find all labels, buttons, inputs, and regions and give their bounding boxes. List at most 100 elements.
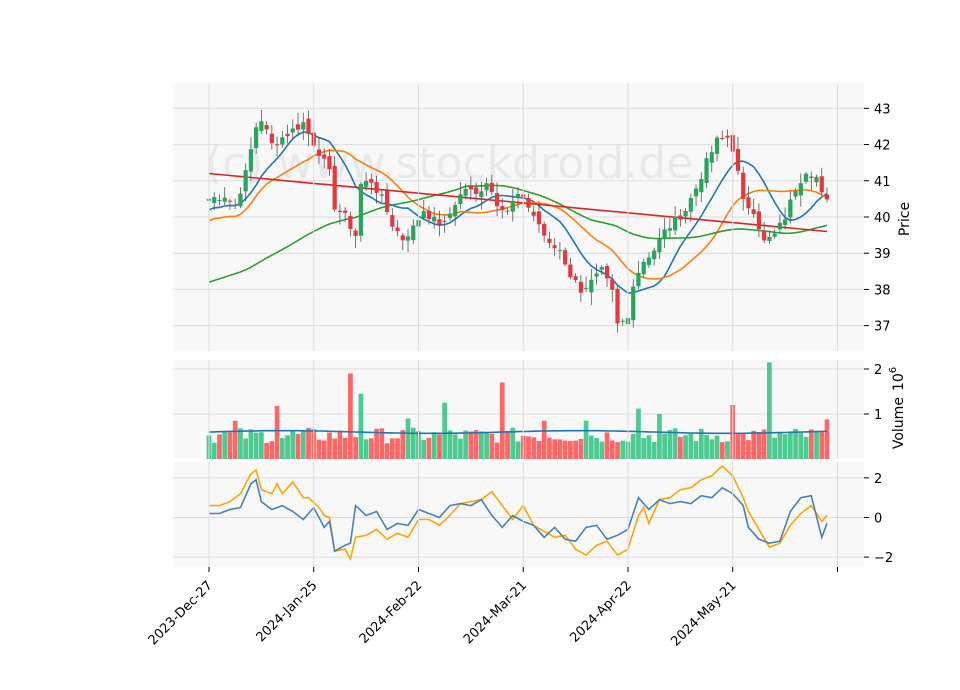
volume-bar — [714, 435, 720, 459]
price-tick-label: 37 — [874, 320, 891, 335]
oscillator-tick-label: −2 — [874, 551, 893, 566]
candle-body — [369, 178, 374, 183]
price-tick-label: 40 — [874, 211, 891, 226]
volume-bar — [437, 434, 442, 459]
volume-ma-line — [208, 429, 828, 435]
candle-body — [809, 176, 814, 178]
candle-body — [353, 230, 358, 236]
volume-bar — [421, 439, 427, 459]
volume-bar — [484, 432, 489, 459]
oscillator-line — [209, 478, 828, 553]
volume-bar — [327, 432, 332, 459]
volume-bar — [285, 435, 290, 459]
candle-body — [547, 238, 552, 243]
candle-body — [557, 250, 562, 252]
volume-bar — [756, 432, 762, 459]
candle-body — [615, 288, 620, 324]
x-tick-label: 2024-Feb-22 — [357, 578, 426, 647]
volume-bar — [384, 443, 390, 459]
volume-bar — [515, 441, 521, 459]
candle-body — [552, 245, 557, 249]
volume-bar — [316, 439, 322, 459]
candle-body — [657, 238, 662, 253]
candle-body — [704, 158, 709, 183]
candle-body — [327, 156, 332, 170]
volume-bar — [662, 433, 668, 459]
price-tick-label: 39 — [874, 247, 891, 262]
volume-bar — [782, 434, 788, 459]
volume-bar — [374, 428, 379, 459]
price-tick-label: 41 — [874, 175, 891, 190]
volume-bar — [630, 433, 636, 459]
candle-body — [364, 181, 369, 187]
candle-body — [667, 228, 672, 231]
candle-body — [343, 210, 348, 213]
volume-bar — [253, 432, 259, 459]
volume-bar — [499, 382, 505, 459]
volume-bar — [787, 431, 793, 459]
candle-body — [693, 188, 699, 197]
candle-body — [322, 154, 327, 159]
candle-body — [725, 135, 730, 138]
candle-body — [222, 197, 227, 202]
candle-body — [390, 215, 395, 227]
candle-body — [662, 229, 667, 239]
candle-body — [746, 197, 751, 209]
candle-body — [332, 165, 337, 210]
volume-bar — [264, 443, 269, 459]
volume-bar — [468, 431, 474, 459]
volume-bar — [672, 428, 678, 459]
volume-bar — [604, 432, 610, 459]
volume-bar — [458, 438, 463, 459]
candle-body — [783, 219, 788, 226]
volume-y-ticks: 12 — [864, 363, 882, 423]
volume-bar — [609, 440, 615, 459]
watermark: (c) www.stockdroid.de — [205, 138, 693, 189]
volume-bar — [552, 439, 558, 459]
volume-bar — [824, 419, 830, 459]
candle-body — [500, 205, 505, 211]
volume-bar — [751, 430, 757, 459]
volume-bar — [400, 430, 406, 459]
candle-body — [751, 209, 756, 215]
candle-body — [631, 286, 636, 321]
oscillator-panel-background — [173, 462, 864, 567]
volume-bar — [342, 437, 348, 459]
candle-body — [526, 197, 531, 208]
candle-body — [772, 233, 777, 237]
x-tick-label: 2024-Apr-22 — [567, 578, 634, 645]
candle-body — [264, 125, 269, 130]
candle-body — [269, 133, 274, 144]
candle-body — [243, 170, 248, 192]
candle-body — [594, 273, 599, 277]
candle-body — [762, 230, 767, 241]
candle-body — [233, 204, 238, 207]
candle-body — [814, 176, 819, 183]
volume-bar — [819, 432, 825, 459]
candle-body — [824, 194, 830, 200]
volume-bar — [557, 439, 563, 459]
candle-body — [374, 181, 379, 193]
candle-body — [217, 199, 222, 202]
volume-bar — [442, 402, 448, 459]
candle-body — [484, 183, 489, 191]
volume-bar — [478, 431, 484, 459]
candle-body — [306, 118, 311, 134]
volume-bar — [725, 441, 730, 459]
volume-bar — [578, 438, 584, 459]
volume-bar — [510, 427, 516, 459]
volume-bar — [505, 430, 510, 459]
volume-bar — [447, 430, 453, 459]
volume-bar — [379, 428, 385, 459]
price-tick-label: 42 — [874, 139, 891, 154]
candle-body — [379, 194, 384, 196]
candle-body — [741, 172, 746, 199]
volume-axis-label: Volume106 — [888, 367, 907, 449]
candle-body — [583, 287, 589, 289]
volume-bar — [693, 440, 699, 459]
oscillator-panel: −2 0 2 — [173, 462, 893, 567]
price-y-ticks: 37 38 39 40 41 42 43 — [864, 102, 891, 335]
candle-body — [510, 200, 515, 212]
candle-body — [515, 193, 521, 198]
volume-bar — [295, 434, 301, 459]
